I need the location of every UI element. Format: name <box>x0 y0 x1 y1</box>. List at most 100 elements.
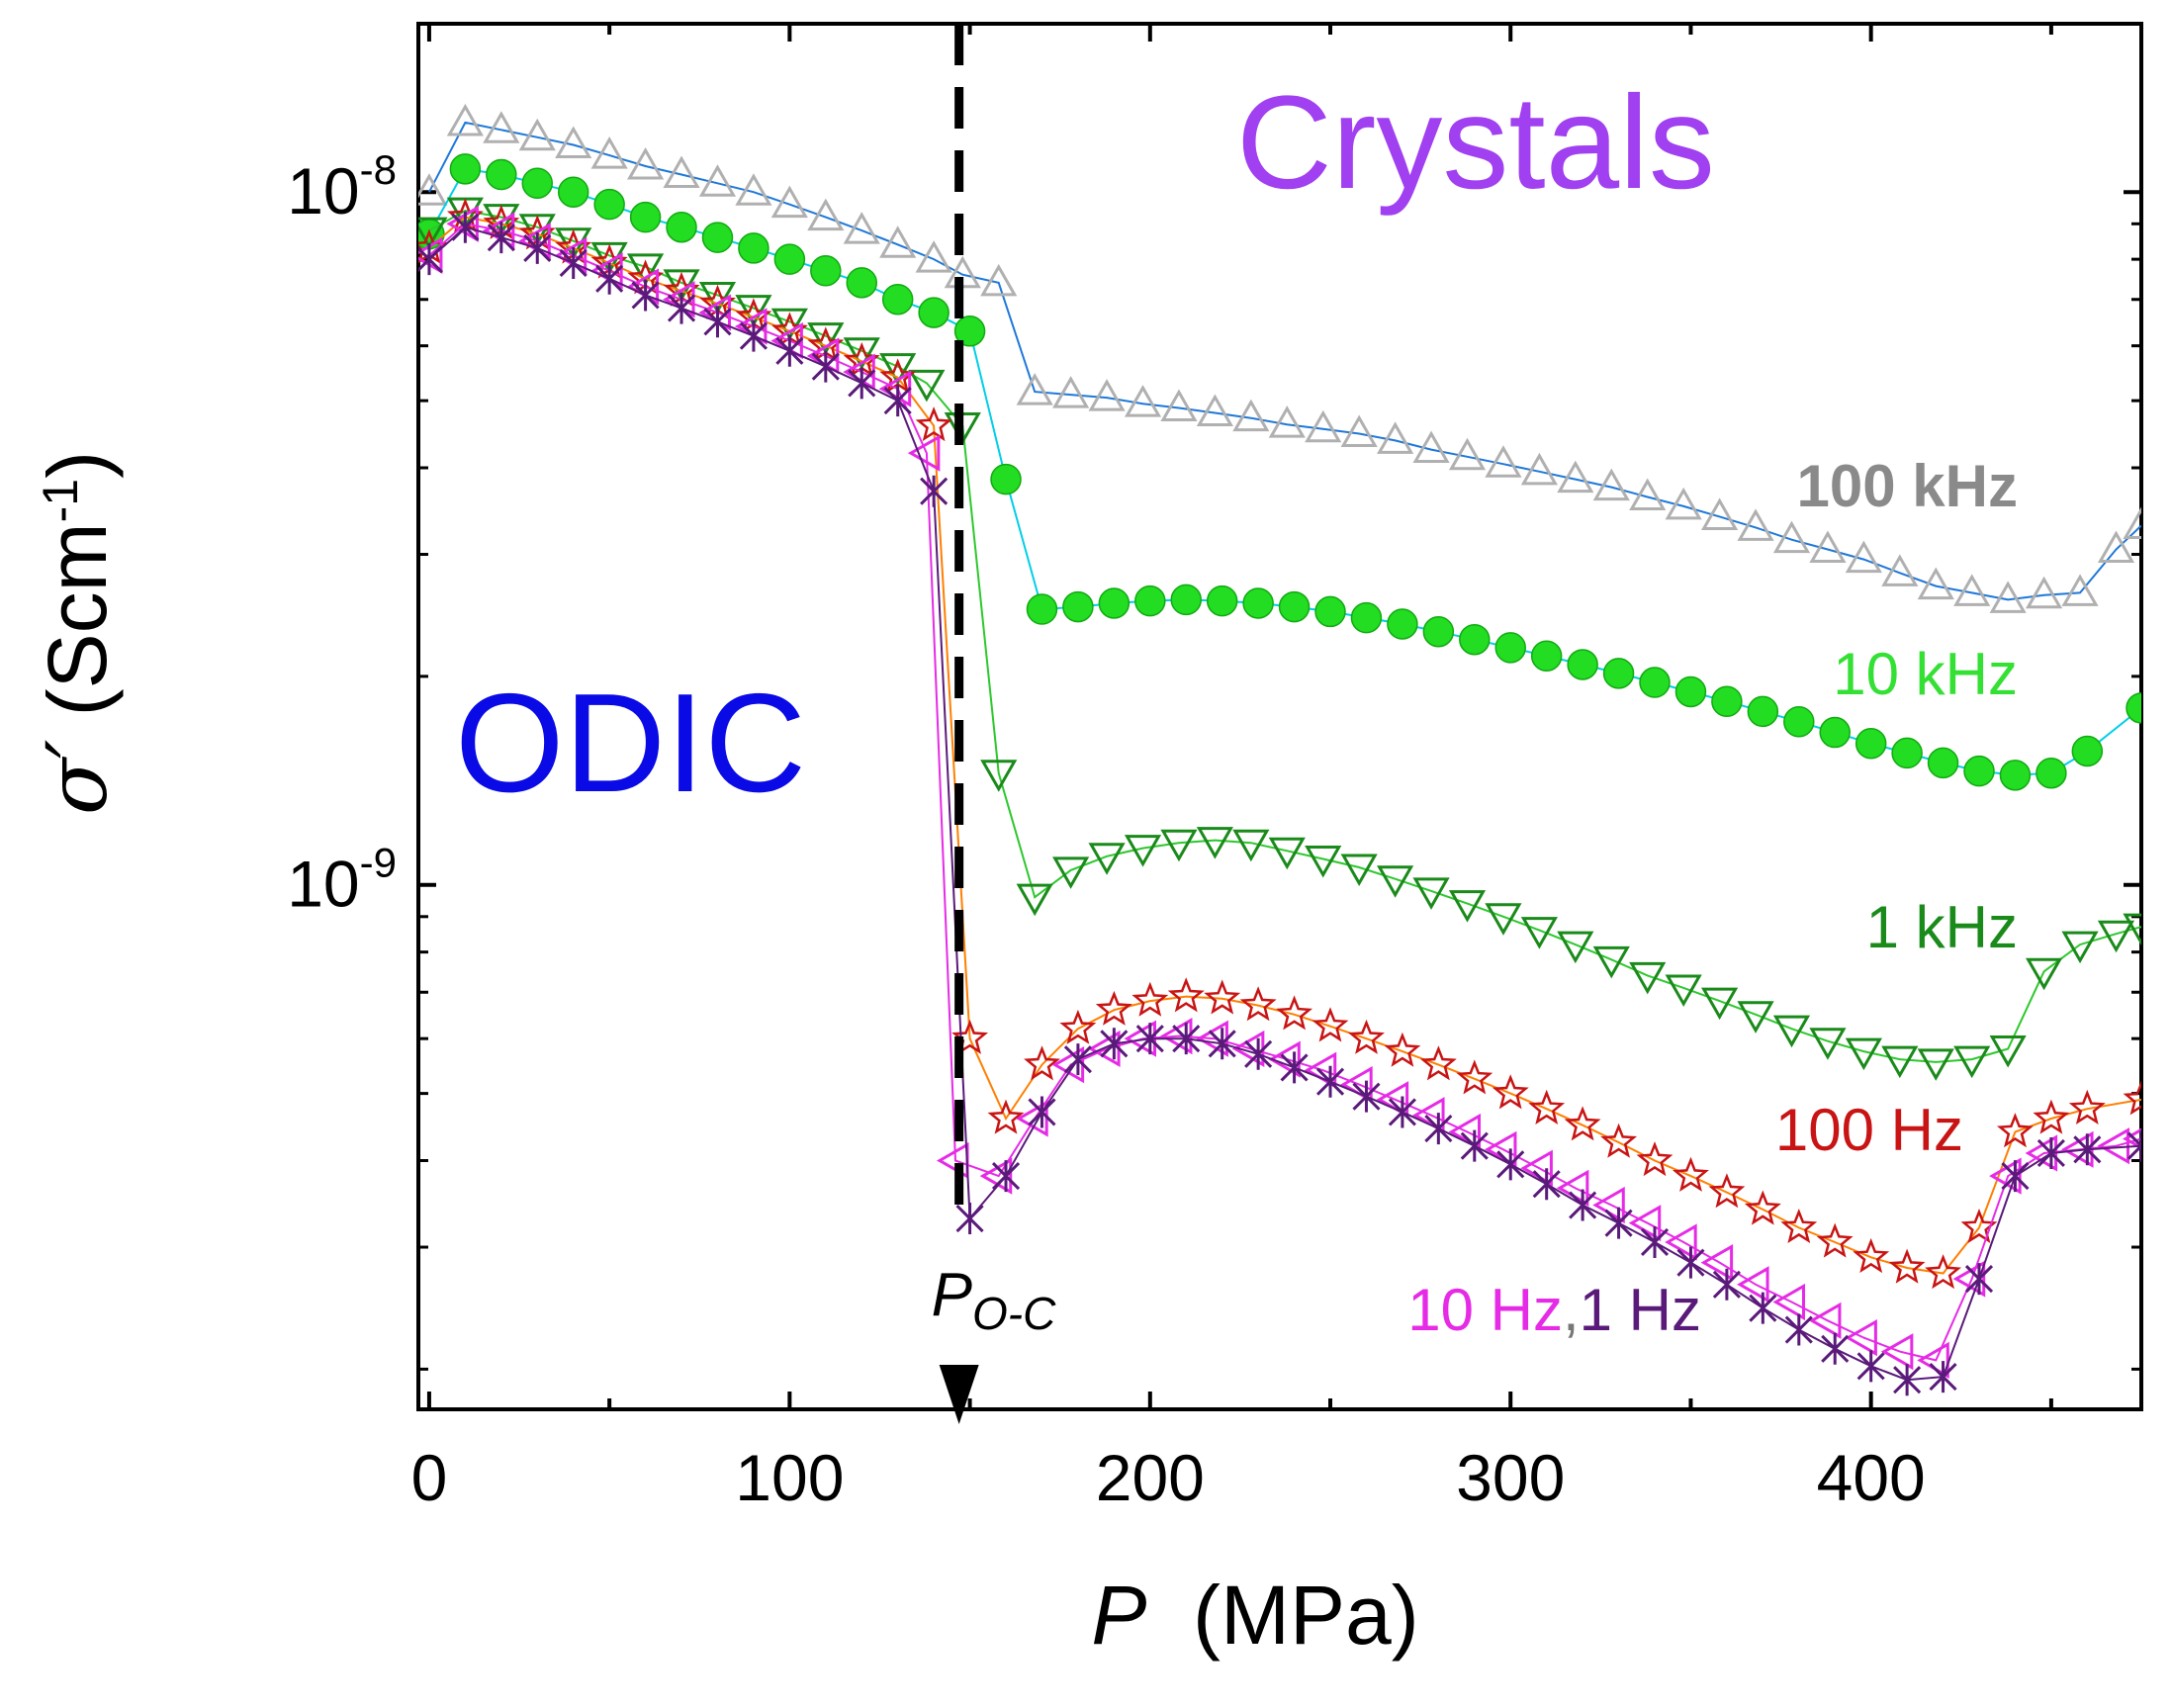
data-point <box>1063 1043 1092 1076</box>
data-point <box>1749 1292 1777 1324</box>
data-point <box>627 253 665 286</box>
x-tick-label: 0 <box>411 1441 448 1514</box>
data-point <box>1305 846 1342 878</box>
data-point <box>1244 1037 1273 1070</box>
data-point <box>418 173 448 206</box>
series-line <box>428 121 2141 601</box>
data-point <box>1095 990 1132 1026</box>
y-tick-exponent: -9 <box>360 840 397 886</box>
data-point <box>991 1160 1021 1193</box>
y-tick-label: 10-8 <box>287 146 397 227</box>
data-point <box>1016 883 1053 917</box>
data-point <box>483 111 520 143</box>
data-point <box>1780 1209 1818 1244</box>
data-point <box>1784 1313 1813 1346</box>
data-point <box>2071 735 2104 767</box>
data-point <box>2123 506 2141 540</box>
data-point <box>773 243 806 275</box>
data-point <box>518 118 556 151</box>
data-point <box>1520 917 1558 949</box>
data-point <box>667 292 696 324</box>
data-point <box>1484 1130 1517 1168</box>
data-point <box>1676 1246 1705 1279</box>
data-point <box>1917 567 1954 600</box>
data-point <box>703 306 732 338</box>
series-label: 1 kHz <box>1866 894 2018 960</box>
data-point <box>1845 1037 1882 1071</box>
data-point <box>848 367 876 400</box>
data-point <box>738 232 769 264</box>
data-point <box>1821 1332 1850 1365</box>
data-point <box>1640 1226 1670 1258</box>
data-point <box>879 353 917 386</box>
data-point <box>1172 1023 1201 1055</box>
series-100-khz <box>418 103 2141 613</box>
data-point <box>2001 1160 2030 1193</box>
data-point <box>1772 520 1811 554</box>
data-point <box>1167 977 1205 1013</box>
data-point <box>1881 554 1919 586</box>
data-point <box>1963 755 1995 787</box>
data-point <box>843 212 880 244</box>
data-point <box>1989 1034 2027 1068</box>
data-point <box>1196 827 1233 859</box>
data-point <box>1737 1266 1769 1303</box>
x-axis-label: P (MPa) <box>1091 1569 1418 1662</box>
data-point <box>953 315 986 347</box>
data-point <box>629 201 662 233</box>
data-point <box>1424 1113 1453 1145</box>
data-point <box>1772 1015 1811 1048</box>
data-point <box>770 185 808 219</box>
data-point <box>1059 1009 1097 1044</box>
data-point <box>807 198 845 231</box>
data-point <box>1888 1248 1926 1284</box>
data-point <box>1737 1001 1774 1034</box>
data-point <box>1268 405 1306 438</box>
data-point <box>1996 1113 2034 1148</box>
data-point <box>1278 590 1311 623</box>
data-point <box>1783 706 1815 738</box>
data-point <box>1412 430 1450 464</box>
data-point <box>1315 1065 1345 1098</box>
y-tick-label: 10-9 <box>287 840 397 921</box>
data-point <box>486 158 517 191</box>
data-point <box>1312 1007 1349 1042</box>
data-point <box>1062 590 1094 623</box>
data-point <box>1024 1045 1060 1081</box>
series-line <box>428 225 2141 1382</box>
x-axis-symbol: P <box>1091 1569 1146 1662</box>
data-point <box>487 222 515 254</box>
data-point <box>846 267 878 299</box>
y-tick-exponent: -8 <box>360 146 397 193</box>
data-point <box>2068 1089 2106 1124</box>
series-label-text: 100 Hz <box>1775 1097 1963 1163</box>
data-point <box>1712 1268 1741 1301</box>
data-point <box>1280 1051 1309 1084</box>
data-point <box>663 155 700 189</box>
data-point <box>1135 1023 1164 1055</box>
data-point <box>1456 1059 1493 1095</box>
data-point <box>1953 574 1991 606</box>
data-point <box>1239 986 1277 1022</box>
data-point <box>446 103 484 136</box>
data-point <box>1880 1333 1914 1371</box>
data-point <box>2061 931 2099 964</box>
data-point <box>980 263 1018 297</box>
data-point <box>1747 695 1779 728</box>
data-point <box>1422 615 1455 648</box>
x-axis-ticks: 0 100 200 300 400 <box>411 24 2053 1514</box>
data-point <box>698 281 737 315</box>
data-point <box>980 760 1018 792</box>
data-point <box>1629 478 1667 511</box>
data-point <box>593 188 625 221</box>
data-point <box>1639 667 1671 698</box>
data-point <box>1268 837 1306 870</box>
data-point <box>1701 987 1739 1021</box>
series-label-separator: , <box>1563 1277 1580 1343</box>
data-point <box>1600 1123 1638 1158</box>
data-point <box>1960 1209 1998 1244</box>
data-point <box>1100 1028 1129 1060</box>
data-point <box>1672 1156 1709 1192</box>
data-point <box>1448 437 1487 471</box>
